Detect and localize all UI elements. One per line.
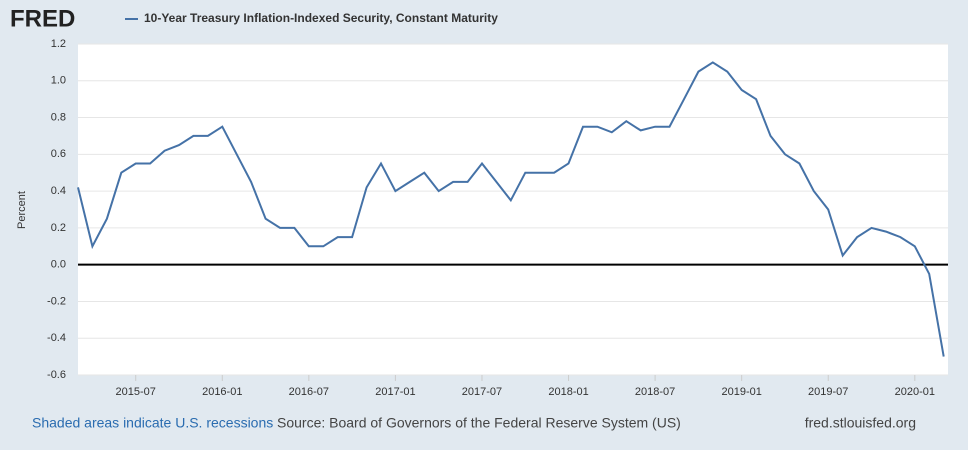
brand[interactable]: FRED bbox=[10, 5, 75, 32]
site[interactable]: fred.stlouisfed.org bbox=[805, 415, 916, 431]
x-tick-label: 2018-07 bbox=[635, 386, 675, 398]
x-tick-label: 2017-01 bbox=[375, 386, 415, 398]
plot-area bbox=[78, 44, 948, 375]
x-tick-label: 2015-07 bbox=[116, 386, 156, 398]
x-tick-label: 2017-07 bbox=[462, 386, 502, 398]
y-tick-label: 0.6 bbox=[51, 148, 66, 160]
x-tick-label: 2020-01 bbox=[895, 386, 935, 398]
x-tick-label: 2019-01 bbox=[721, 386, 761, 398]
source: Source: Board of Governors of the Federa… bbox=[277, 415, 681, 431]
y-tick-label: -0.4 bbox=[47, 332, 66, 344]
y-tick-label: 0.4 bbox=[51, 185, 66, 197]
y-tick-label: 1.0 bbox=[51, 75, 66, 87]
x-tick-label: 2019-07 bbox=[808, 386, 848, 398]
x-tick-label: 2016-01 bbox=[202, 386, 242, 398]
x-tick-label: 2018-01 bbox=[548, 386, 588, 398]
y-tick-label: 0.2 bbox=[51, 222, 66, 234]
y-tick-label: 0.8 bbox=[51, 111, 66, 123]
y-tick-label: -0.6 bbox=[47, 369, 66, 381]
x-tick-label: 2016-07 bbox=[289, 386, 329, 398]
y-axis-label: Percent bbox=[16, 191, 28, 229]
legend-label: 10-Year Treasury Inflation-Indexed Secur… bbox=[144, 11, 498, 25]
recession-note[interactable]: Shaded areas indicate U.S. recessions bbox=[32, 415, 273, 431]
y-tick-label: 1.2 bbox=[51, 38, 66, 50]
y-tick-label: 0.0 bbox=[51, 259, 66, 271]
series-line bbox=[77, 61, 945, 357]
y-tick-label: -0.2 bbox=[47, 295, 66, 307]
